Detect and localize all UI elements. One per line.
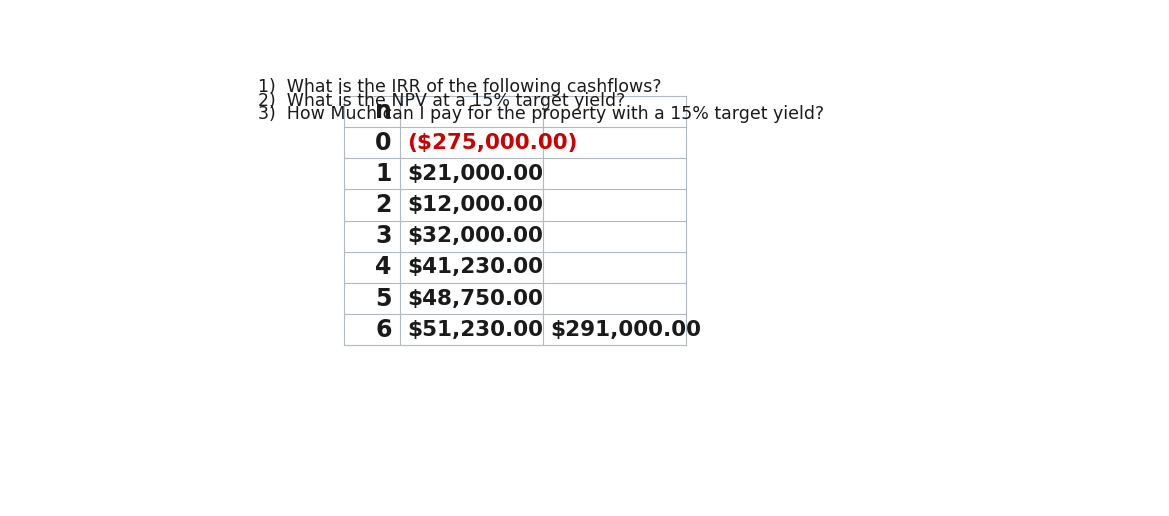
Text: $291,000.00: $291,000.00 [551,320,701,340]
Text: $48,750.00: $48,750.00 [407,288,544,309]
Text: $41,230.00: $41,230.00 [407,257,544,277]
Text: 1: 1 [375,162,392,186]
Text: 3)  How Much can I pay for the property with a 15% target yield?: 3) How Much can I pay for the property w… [258,105,824,123]
Text: 2: 2 [375,193,392,217]
Text: $21,000.00: $21,000.00 [407,164,544,184]
Text: 3: 3 [375,224,392,248]
Text: $32,000.00: $32,000.00 [407,226,544,246]
Text: 1)  What is the IRR of the following cashflows?: 1) What is the IRR of the following cash… [258,78,662,96]
Text: ($275,000.00): ($275,000.00) [407,133,577,153]
Text: 0: 0 [375,131,392,155]
Text: 5: 5 [375,286,392,311]
Text: 6: 6 [375,318,392,342]
Text: n: n [375,100,392,123]
Text: $12,000.00: $12,000.00 [407,195,544,215]
Text: $51,230.00: $51,230.00 [407,320,544,340]
Text: 2)  What is the NPV at a 15% target yield?: 2) What is the NPV at a 15% target yield… [258,91,625,109]
Text: 4: 4 [375,255,392,279]
